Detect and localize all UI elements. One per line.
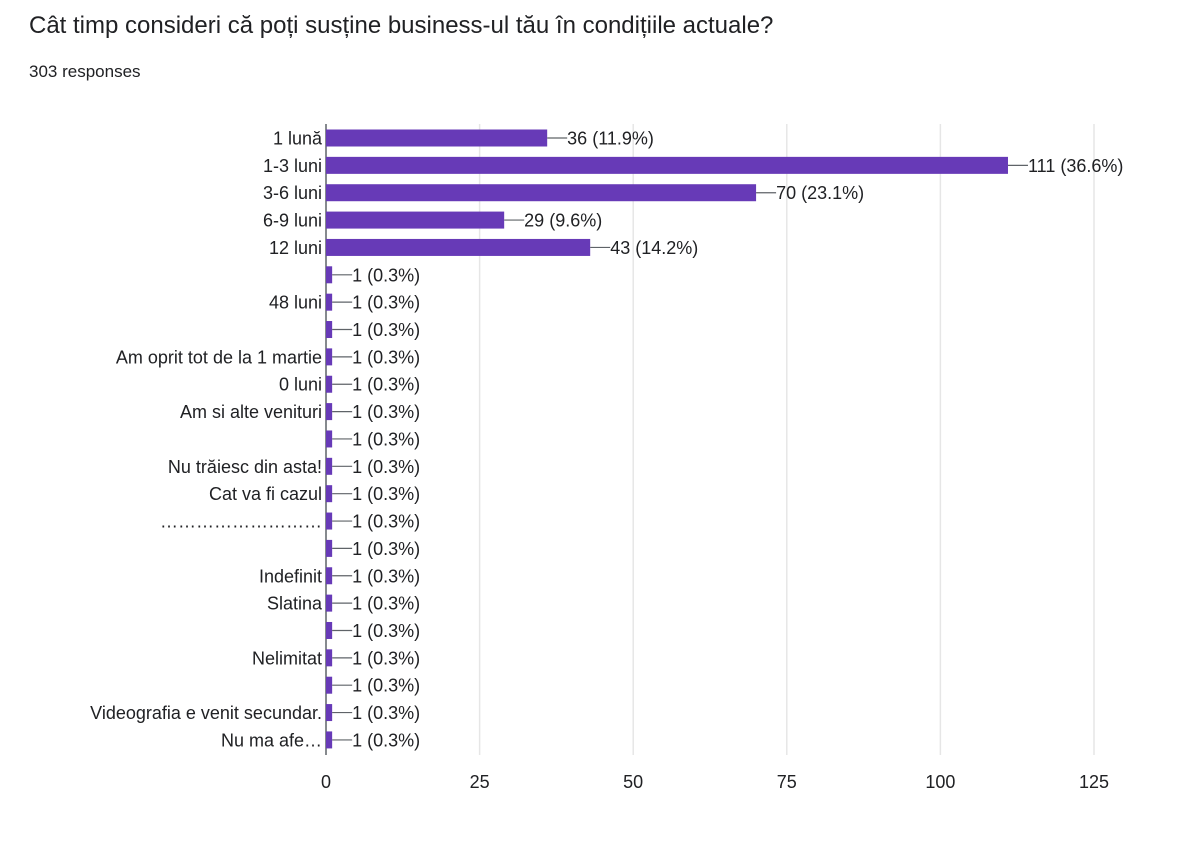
bar <box>326 649 333 667</box>
bar <box>326 457 333 475</box>
bar <box>326 676 333 694</box>
data-label: 1 (0.3%) <box>352 566 420 586</box>
category-label: Am si alte venituri <box>180 402 322 422</box>
data-label: 43 (14.2%) <box>610 238 698 258</box>
data-label: 1 (0.3%) <box>352 648 420 668</box>
bar <box>326 375 333 393</box>
data-label: 1 (0.3%) <box>352 703 420 723</box>
x-tick-label: 25 <box>470 772 490 792</box>
bar <box>326 621 333 639</box>
data-label: 1 (0.3%) <box>352 347 420 367</box>
category-label: Nu trăiesc din asta! <box>168 457 322 477</box>
data-label: 1 (0.3%) <box>352 402 420 422</box>
bar <box>326 129 548 147</box>
data-label: 70 (23.1%) <box>776 183 864 203</box>
x-tick-label: 0 <box>321 772 331 792</box>
category-label: 1-3 luni <box>263 156 322 176</box>
bar <box>326 238 591 256</box>
data-label: 1 (0.3%) <box>352 594 420 614</box>
data-label: 1 (0.3%) <box>352 429 420 449</box>
data-label: 1 (0.3%) <box>352 512 420 532</box>
category-label: 12 luni <box>269 238 322 258</box>
bar <box>326 348 333 366</box>
bar <box>326 512 333 530</box>
data-label: 1 (0.3%) <box>352 265 420 285</box>
data-label: 1 (0.3%) <box>352 539 420 559</box>
category-label: Nelimitat <box>252 648 322 668</box>
category-label: Indefinit <box>259 566 322 586</box>
data-label: 1 (0.3%) <box>352 375 420 395</box>
data-label: 36 (11.9%) <box>567 129 654 149</box>
category-label: 6-9 luni <box>263 211 322 231</box>
bar <box>326 184 757 202</box>
bar <box>326 485 333 503</box>
category-label: 48 luni <box>269 293 322 313</box>
data-label: 1 (0.3%) <box>352 457 420 477</box>
data-label: 111 (36.6%) <box>1028 156 1123 176</box>
chart-title: Cât timp consideri că poți susține busin… <box>29 12 774 39</box>
bar <box>326 266 333 284</box>
data-label: 1 (0.3%) <box>352 320 420 340</box>
bar <box>326 704 333 722</box>
data-label: 1 (0.3%) <box>352 621 420 641</box>
x-tick-label: 125 <box>1079 772 1109 792</box>
response-count: 303 responses <box>29 62 141 81</box>
bar <box>326 731 333 749</box>
bar <box>326 594 333 612</box>
x-tick-label: 75 <box>777 772 797 792</box>
data-label: 1 (0.3%) <box>352 676 420 696</box>
bar <box>326 156 1008 174</box>
data-label: 1 (0.3%) <box>352 730 420 750</box>
category-label: Am oprit tot de la 1 martie <box>116 347 322 367</box>
data-label: 29 (9.6%) <box>524 211 602 231</box>
bar <box>326 539 333 557</box>
bar <box>326 430 333 448</box>
category-label: 3-6 luni <box>263 183 322 203</box>
category-label: Cat va fi cazul <box>209 484 322 504</box>
x-tick-label: 100 <box>925 772 955 792</box>
category-label: 0 luni <box>279 375 322 395</box>
bar <box>326 567 333 585</box>
data-label: 1 (0.3%) <box>352 293 420 313</box>
category-label: Videografia e venit secundar. <box>90 703 322 723</box>
data-label: 1 (0.3%) <box>352 484 420 504</box>
category-label: Slatina <box>267 594 323 614</box>
bar <box>326 211 505 229</box>
category-label: 1 lună <box>273 129 323 149</box>
bar <box>326 293 333 311</box>
bar <box>326 321 333 339</box>
bar <box>326 403 333 421</box>
category-label: ……………………… <box>160 512 322 532</box>
x-tick-label: 50 <box>623 772 643 792</box>
category-label: Nu ma afe… <box>221 730 322 750</box>
